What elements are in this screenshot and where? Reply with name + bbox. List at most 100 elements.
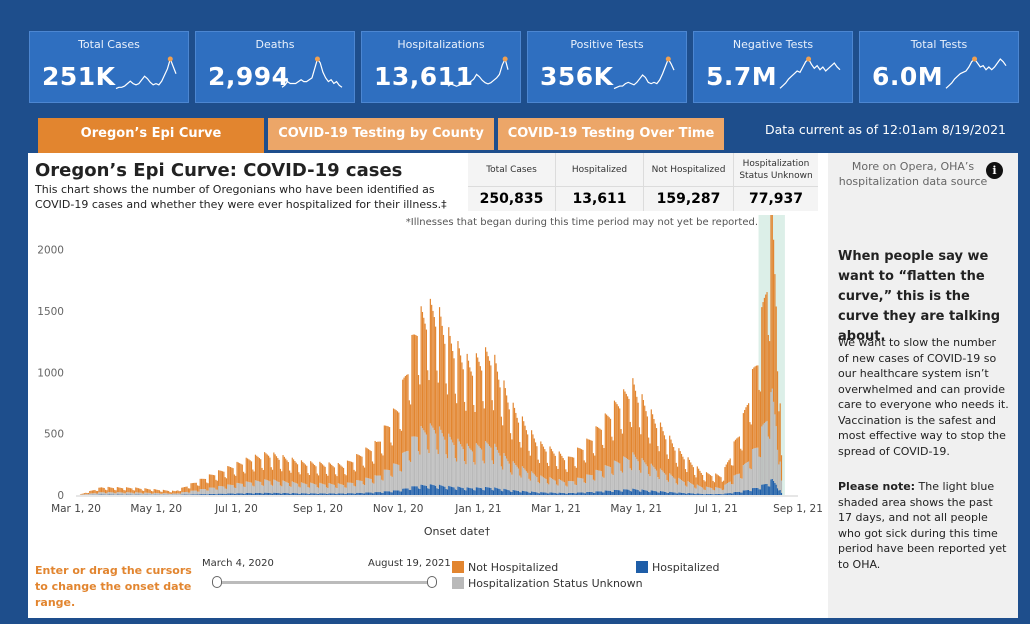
bar-unknown: [637, 461, 639, 490]
bar-unknown: [473, 462, 475, 491]
bar-unknown: [504, 455, 506, 490]
bar-unknown: [110, 492, 112, 495]
bar-not-hospitalized: [726, 462, 729, 484]
bar-not-hospitalized: [131, 488, 133, 493]
legend-hospitalized[interactable]: Hospitalized: [636, 561, 719, 575]
opera-link[interactable]: More on Opera, OHA’s hospitalization dat…: [838, 160, 988, 188]
bar-unknown: [704, 490, 706, 495]
bar-unknown: [733, 475, 735, 493]
bar-hospitalized: [661, 491, 663, 495]
bar-not-hospitalized: [350, 461, 353, 483]
bar-not-hospitalized: [223, 471, 225, 487]
bar-hospitalized: [582, 492, 584, 495]
epi-curve-chart[interactable]: *Illnesses that began during this time p…: [28, 215, 828, 545]
bar-not-hospitalized: [711, 476, 713, 489]
bar-unknown: [233, 487, 235, 494]
bar-unknown: [264, 479, 266, 493]
bar-unknown: [482, 460, 484, 490]
info-icon[interactable]: i: [986, 162, 1003, 179]
bar-unknown: [345, 487, 347, 494]
bar-not-hospitalized: [666, 454, 668, 481]
bar-unknown: [265, 479, 267, 493]
bar-not-hospitalized: [366, 448, 368, 478]
bar-hospitalized: [457, 486, 459, 495]
bar-not-hospitalized: [336, 476, 338, 489]
kpi-hospitalizations[interactable]: Hospitalizations 13,611: [361, 31, 521, 103]
bar-not-hospitalized: [153, 489, 155, 493]
bar-hospitalized: [339, 493, 341, 495]
bar-hospitalized: [542, 492, 545, 495]
bar-hospitalized: [657, 492, 659, 495]
bar-hospitalized: [279, 493, 282, 495]
bar-not-hospitalized: [164, 490, 166, 494]
kpi-positive-tests[interactable]: Positive Tests 356K: [527, 31, 687, 103]
tab-testing-over-time[interactable]: COVID-19 Testing Over Time: [498, 118, 724, 150]
bar-not-hospitalized: [490, 365, 492, 448]
legend-not-hospitalized[interactable]: Not Hospitalized: [452, 561, 558, 575]
bar-not-hospitalized: [408, 400, 410, 461]
bar-unknown: [566, 486, 568, 494]
kpi-negative-tests[interactable]: Negative Tests 5.7M: [693, 31, 853, 103]
bar-hospitalized: [442, 486, 445, 495]
bar-not-hospitalized: [341, 466, 343, 485]
bar-not-hospitalized: [106, 490, 108, 494]
bar-unknown: [701, 487, 704, 494]
bar-unknown: [627, 458, 629, 490]
bar-not-hospitalized: [573, 457, 575, 482]
bar-hospitalized: [425, 485, 428, 495]
bar-hospitalized: [283, 492, 285, 495]
bar-hospitalized: [771, 478, 773, 495]
bar-hospitalized: [239, 493, 241, 495]
bar-unknown: [433, 430, 435, 486]
bar-not-hospitalized: [150, 491, 153, 494]
bar-not-hospitalized: [275, 456, 278, 481]
bar-hospitalized: [534, 492, 537, 495]
kpi-total-cases[interactable]: Total Cases 251K: [29, 31, 189, 103]
bar-unknown: [475, 443, 477, 488]
bar-unknown: [404, 451, 406, 489]
side-heading: When people say we want to “flatten the …: [838, 249, 1001, 344]
tab-epi-curve[interactable]: Oregon’s Epi Curve: [38, 118, 264, 154]
bar-hospitalized: [315, 493, 317, 495]
bar-hospitalized: [595, 491, 597, 495]
bar-hospitalized: [644, 490, 646, 495]
bar-unknown: [172, 493, 174, 495]
bar-unknown: [532, 472, 534, 492]
bar-not-hospitalized: [370, 451, 372, 479]
bar-unknown: [139, 492, 141, 495]
bar-unknown: [236, 482, 238, 494]
bar-hospitalized: [417, 488, 420, 495]
bar-unknown: [717, 487, 719, 494]
bar-not-hospitalized: [277, 458, 279, 482]
bar-unknown: [584, 483, 587, 494]
bar-hospitalized: [515, 490, 517, 495]
legend-unknown[interactable]: Hospitalization Status Unknown: [452, 577, 643, 591]
bar-not-hospitalized: [778, 411, 780, 465]
bar-unknown: [366, 477, 368, 493]
bar-unknown: [225, 488, 228, 495]
kpi-total-tests[interactable]: Total Tests 6.0M: [859, 31, 1019, 103]
date-range-slider-track[interactable]: [216, 581, 432, 584]
bar-hospitalized: [264, 492, 266, 495]
bar-not-hospitalized: [427, 370, 429, 450]
bar-not-hospitalized: [279, 468, 282, 486]
bar-unknown: [379, 475, 381, 493]
bar-not-hospitalized: [578, 447, 580, 478]
bar-hospitalized: [360, 492, 362, 495]
bar-not-hospitalized: [691, 464, 693, 484]
tab-testing-by-county[interactable]: COVID-19 Testing by County: [268, 118, 494, 150]
bar-unknown: [724, 484, 726, 494]
slider-start-handle[interactable]: [212, 576, 222, 588]
bar-not-hospitalized: [147, 488, 149, 493]
bar-not-hospitalized: [91, 490, 93, 494]
bar-hospitalized: [231, 493, 233, 495]
bar-not-hospitalized: [496, 371, 499, 450]
kpi-deaths[interactable]: Deaths 2,994: [195, 31, 355, 103]
bar-unknown: [549, 477, 551, 493]
bar-hospitalized: [377, 492, 379, 495]
legend-label: Not Hospitalized: [468, 561, 559, 574]
bar-not-hospitalized: [744, 409, 746, 464]
bar-not-hospitalized: [173, 490, 175, 494]
slider-end-handle[interactable]: [427, 576, 437, 588]
bar-hospitalized: [311, 493, 313, 495]
